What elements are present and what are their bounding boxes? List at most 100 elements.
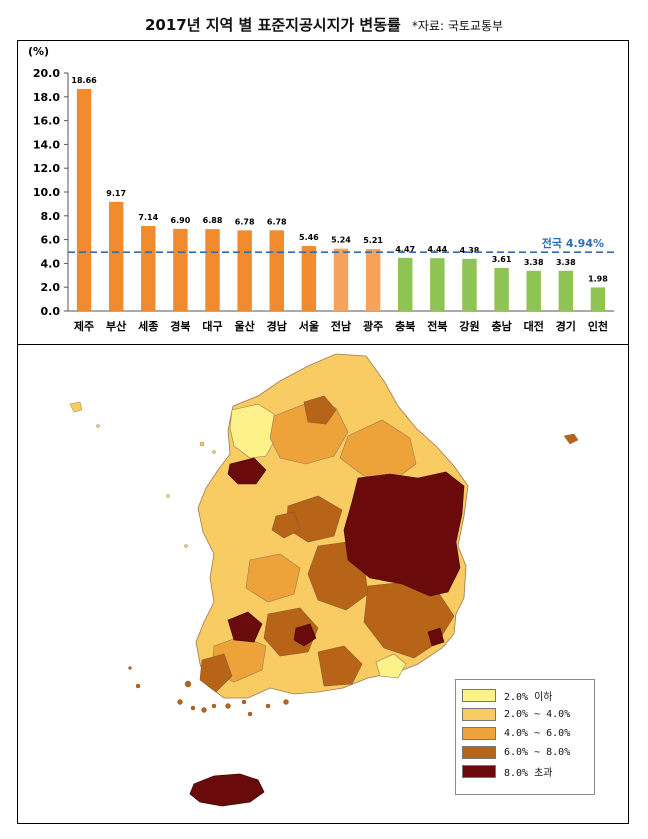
data-label: 9.17 [106, 189, 126, 198]
source-note: *자료: 국토교통부 [411, 19, 504, 33]
region-mid-3 [245, 553, 301, 603]
bar [301, 246, 317, 311]
data-label: 4.38 [460, 246, 480, 255]
region-lightest [229, 403, 277, 459]
west-sea-islands [69, 401, 216, 548]
x-tick-label: 대전 [524, 319, 544, 333]
y-axis-unit-label: (%) [28, 45, 49, 58]
data-label: 7.14 [138, 213, 158, 222]
bar [269, 230, 284, 311]
region-lightest-south [375, 653, 407, 679]
region-choropleth-map [69, 353, 579, 807]
legend-item: 8.0% 초과 [462, 762, 594, 781]
x-tick-label: 대구 [202, 319, 222, 333]
data-label: 18.66 [71, 76, 97, 85]
chart-title: 2017년 지역 별 표준지공시지가 변동률 [144, 16, 401, 34]
x-tick-label: 세종 [138, 319, 158, 333]
ulleungdo-island [563, 433, 579, 445]
bar [333, 248, 349, 311]
figure-frame [17, 40, 629, 824]
x-tick-label: 인천 [588, 319, 608, 333]
y-tick-label: 12.0 [33, 162, 60, 175]
bar [173, 228, 188, 311]
data-label: 1.98 [588, 274, 608, 283]
legend-item: 2.0% ~ 4.0% [462, 705, 594, 724]
x-tick-label: 제주 [74, 319, 94, 333]
x-tick-label: 전북 [427, 319, 447, 333]
southwest-islands [128, 666, 289, 717]
y-tick-label: 18.0 [33, 91, 60, 104]
legend-swatch [462, 727, 496, 740]
panel-divider [17, 344, 629, 345]
legend-label: 6.0% ~ 8.0% [504, 747, 571, 758]
bar [558, 270, 574, 311]
data-label: 5.46 [299, 233, 319, 242]
data-label: 3.38 [556, 258, 576, 267]
jeju-island [189, 773, 265, 807]
legend-label: 8.0% 초과 [504, 768, 553, 779]
data-label: 6.78 [267, 217, 287, 226]
legend-swatch [462, 746, 496, 759]
bar-chart: (%) 0.0 2.0 4.0 6.0 8.0 10.0 12.0 14.0 16.0 18.0 2… [28, 45, 614, 333]
bar [526, 270, 541, 311]
data-label: 3.38 [524, 258, 544, 267]
title-row: 2017년 지역 별 표준지공시지가 변동률 *자료: 국토교통부 [0, 14, 648, 35]
y-tick-label: 20.0 [33, 67, 60, 80]
region-highest-1 [343, 471, 465, 597]
x-tick-label: 강원 [459, 319, 479, 333]
region-mid-2 [339, 419, 417, 481]
x-tick-label: 경기 [556, 319, 576, 333]
bar [205, 229, 220, 311]
x-axis-labels: 제주 부산 세종 경북 대구 울산 경남 서울 전남 광주 충북 전북 강원 충남 대전 경기 인천 [74, 319, 608, 333]
bar [494, 268, 509, 311]
region-high-1 [303, 395, 337, 425]
y-tick-label: 8.0 [41, 210, 61, 223]
legend-swatch [462, 689, 496, 702]
region-highest-3 [227, 611, 263, 643]
x-tick-label: 전남 [331, 319, 351, 333]
bar [108, 201, 124, 311]
national-average-line: 전국 4.94% [68, 236, 614, 254]
data-label: 6.90 [171, 216, 191, 225]
region-high-7 [317, 645, 363, 687]
region-highest-2 [227, 457, 267, 485]
x-tick-label: 충북 [395, 319, 415, 333]
x-tick-label: 광주 [363, 320, 383, 333]
region-highest-4 [293, 623, 317, 647]
data-label: 5.24 [331, 236, 351, 245]
y-tick-label: 4.0 [41, 257, 61, 270]
x-tick-label: 부산 [106, 319, 126, 333]
bar [141, 226, 156, 311]
legend-swatch [462, 708, 496, 721]
x-tick-label: 서울 [299, 319, 319, 333]
y-tick-label: 16.0 [33, 115, 60, 128]
map-legend: 2.0% 이하 2.0% ~ 4.0% 4.0% ~ 6.0% 6.0% ~ 8… [455, 679, 595, 795]
reference-line-label: 전국 4.94% [542, 236, 604, 250]
bar [590, 287, 606, 311]
data-label: 6.88 [203, 216, 223, 225]
bar [430, 258, 445, 311]
y-tick-label: 14.0 [33, 138, 60, 151]
legend-swatch [462, 765, 496, 778]
bar [76, 88, 92, 311]
bar [398, 257, 413, 311]
value-labels: 18.66 9.17 7.14 6.90 6.88 6.78 6.78 5.46 5.24 5.2… [71, 76, 608, 283]
legend-item: 2.0% 이하 [462, 686, 594, 705]
y-tick-label: 6.0 [41, 234, 61, 247]
y-tick-label: 0.0 [41, 305, 61, 318]
y-tick-label: 10.0 [33, 186, 60, 199]
legend-item: 4.0% ~ 6.0% [462, 724, 594, 743]
data-label: 3.61 [492, 255, 512, 264]
region-highest-5 [427, 627, 445, 647]
y-tick-label: 2.0 [41, 281, 61, 294]
x-tick-label: 경북 [170, 319, 190, 333]
x-tick-label: 울산 [235, 319, 255, 333]
legend-item: 6.0% ~ 8.0% [462, 743, 594, 762]
bar [365, 249, 381, 311]
x-tick-label: 충남 [491, 319, 511, 333]
data-label: 5.21 [363, 236, 383, 245]
data-label: 4.44 [427, 245, 447, 254]
region-high-6 [199, 653, 233, 693]
data-label: 4.47 [395, 245, 415, 254]
legend-label: 2.0% 이하 [504, 692, 553, 703]
